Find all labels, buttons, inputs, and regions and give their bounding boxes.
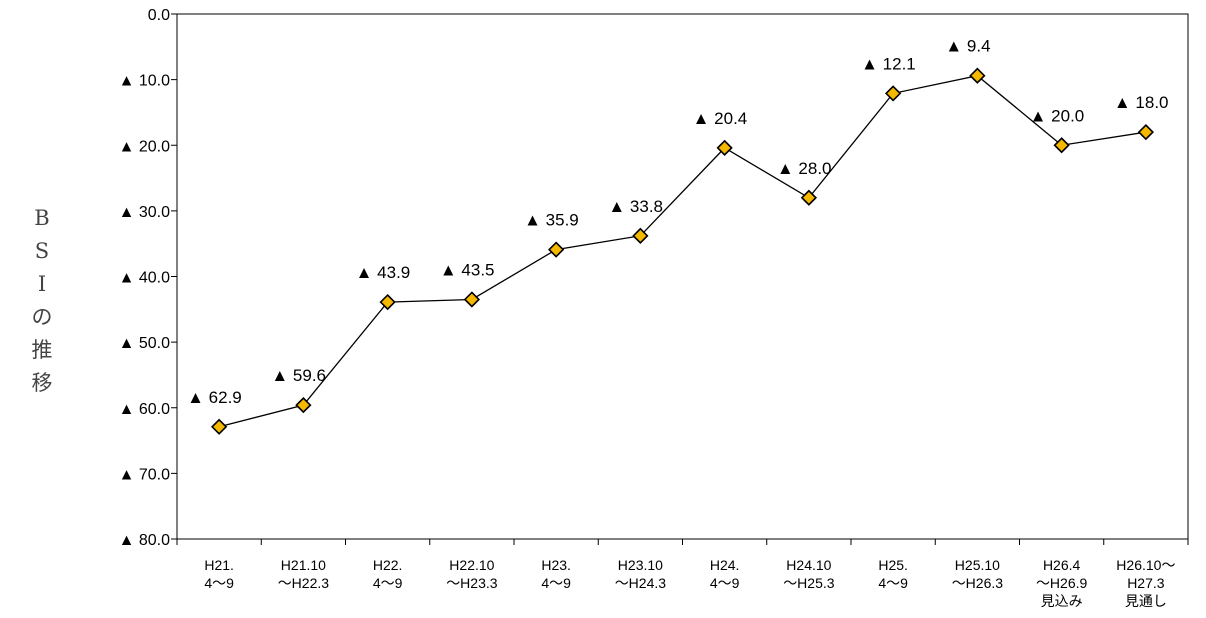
- data-point-marker: [463, 291, 481, 308]
- data-point-marker: [379, 293, 396, 311]
- y-axis-title-char: 推: [32, 338, 53, 362]
- x-tick-label: H26.10～ H27.3 見通し: [1116, 557, 1175, 609]
- data-point-marker: [969, 67, 986, 84]
- y-tick-label: ▲ 20.0: [119, 138, 171, 155]
- data-point-marker: [1053, 137, 1070, 154]
- y-tick-label: ▲ 10.0: [119, 73, 171, 90]
- x-tick-label: H21.10 ～H22.3: [278, 557, 330, 591]
- series-line-path: [218, 74, 1146, 428]
- series-line: [218, 74, 1146, 428]
- data-label: ▲ 59.6: [271, 366, 326, 385]
- data-label: ▲ 62.9: [187, 388, 242, 407]
- data-point-marker: [716, 139, 733, 157]
- data-point-marker: [884, 85, 902, 102]
- x-tick-label: H23.10 ～H24.3: [615, 557, 667, 591]
- y-axis-title-char: の: [32, 305, 53, 329]
- data-point-marker: [800, 189, 818, 206]
- x-tick-label: H24. 4～9: [710, 557, 740, 591]
- x-tick-label: H22.10 ～H23.3: [446, 557, 498, 591]
- data-label: ▲ 20.4: [693, 109, 748, 128]
- y-tick-label: ▲ 70.0: [119, 466, 171, 483]
- x-tick-label: H25.10 ～H26.3: [952, 557, 1004, 591]
- data-label: ▲ 12.1: [861, 54, 916, 73]
- y-tick-label: ▲ 50.0: [119, 335, 171, 352]
- plot-area-frame: [176, 13, 1189, 540]
- x-ticks: H21. 4～9 H21.10 ～H22.3 H22. 4～9 H22.10 ～H23.3 H2…: [176, 539, 1189, 609]
- data-label: ▲ 33.8: [608, 197, 663, 216]
- data-point-marker: [1137, 123, 1155, 141]
- y-tick-label: 0.0: [148, 7, 170, 24]
- data-label: ▲ 9.4: [945, 37, 990, 56]
- data-label: ▲ 20.0: [1030, 106, 1085, 125]
- y-ticks: 0.0 ▲ 10.0 ▲ 20.0 ▲ 30.0 ▲ 40.0 ▲ 50.0 ▲ 60.0 ▲…: [119, 7, 177, 549]
- x-tick-label: H24.10 ～H25.3: [783, 557, 835, 591]
- y-tick-label: ▲ 40.0: [119, 270, 171, 287]
- data-labels: ▲ 62.9 ▲ 59.6 ▲ 43.9 ▲ 43.5 ▲ 35.9 ▲ 33.8 ▲ 20…: [187, 37, 1168, 407]
- data-point-marker: [210, 418, 228, 435]
- x-tick-label: H26.4 ～H26.9 見込み: [1036, 557, 1088, 609]
- y-tick-label: ▲ 30.0: [119, 204, 171, 221]
- x-tick-label: H21. 4～9: [204, 557, 234, 591]
- x-tick-label: H23. 4～9: [541, 557, 571, 591]
- series-markers: [210, 67, 1155, 435]
- data-point-marker: [547, 241, 565, 258]
- data-label: ▲ 28.0: [777, 159, 832, 178]
- data-label: ▲ 18.0: [1114, 93, 1169, 112]
- y-axis-title-char: B: [34, 206, 49, 230]
- axes: [176, 13, 1189, 540]
- y-tick-label: ▲ 80.0: [119, 532, 171, 549]
- data-label: ▲ 35.9: [524, 211, 579, 230]
- x-tick-label: H25. 4～9: [878, 557, 908, 591]
- data-label: ▲ 43.9: [356, 263, 411, 282]
- y-axis-title-char: I: [38, 272, 46, 296]
- y-tick-label: ▲ 60.0: [119, 401, 171, 418]
- x-tick-label: H22. 4～9: [373, 557, 403, 591]
- y-axis-title-char: 移: [32, 371, 53, 395]
- y-axis-title-char: S: [35, 239, 49, 263]
- data-point-marker: [295, 396, 312, 414]
- data-point-marker: [632, 227, 649, 244]
- data-label: ▲ 43.5: [440, 260, 495, 279]
